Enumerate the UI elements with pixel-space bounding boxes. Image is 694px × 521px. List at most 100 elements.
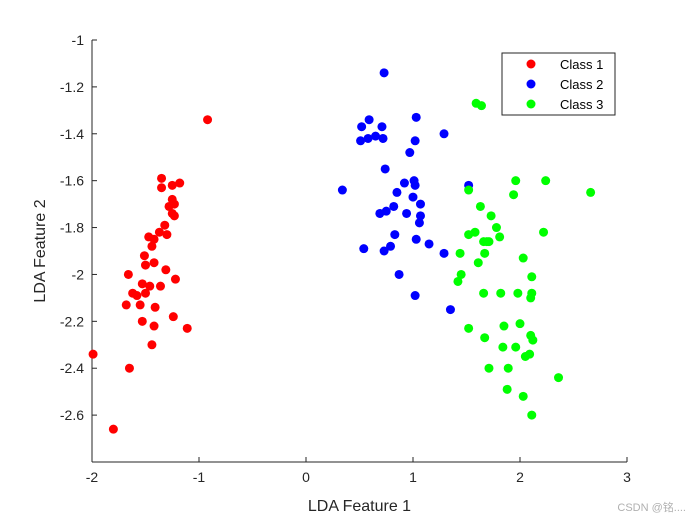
data-point (357, 122, 367, 132)
data-point (149, 258, 159, 268)
data-point (415, 211, 425, 221)
data-point (402, 208, 412, 218)
data-point (169, 211, 179, 221)
legend-label: Class 3 (560, 97, 603, 112)
data-point (484, 237, 494, 247)
data-point (132, 291, 142, 301)
legend-marker (526, 99, 536, 109)
y-tick-label: -2.2 (60, 313, 84, 329)
data-point (160, 220, 170, 230)
data-point (527, 272, 537, 282)
data-point (144, 232, 154, 242)
data-point (380, 164, 390, 174)
data-point (445, 305, 455, 315)
data-point (495, 232, 505, 242)
data-point (379, 246, 389, 256)
data-point (455, 248, 465, 258)
data-point (496, 288, 506, 298)
data-point (480, 333, 490, 343)
data-point (392, 187, 402, 197)
data-point (476, 101, 486, 111)
data-point (170, 274, 180, 284)
data-point (408, 192, 418, 202)
data-point (502, 384, 512, 394)
y-tick-label: -1 (72, 32, 85, 48)
data-point (411, 112, 421, 122)
x-tick-label: -2 (86, 469, 99, 485)
data-point (484, 363, 494, 373)
data-point (154, 227, 164, 237)
data-point (203, 115, 213, 125)
legend-marker (526, 79, 536, 89)
watermark-text: CSDN @铭.... (617, 502, 686, 514)
data-point (149, 321, 159, 331)
data-point (511, 176, 521, 186)
data-point (147, 241, 157, 251)
data-point (479, 288, 489, 298)
legend: Class 1 Class 2 Class 3 (501, 52, 616, 116)
data-point (424, 239, 434, 249)
data-point (415, 199, 425, 209)
data-point (121, 300, 131, 310)
data-point (475, 201, 485, 211)
data-point (139, 251, 149, 261)
data-point (124, 363, 134, 373)
data-point (108, 424, 118, 434)
data-point (486, 211, 496, 221)
legend-label: Class 1 (560, 57, 603, 72)
scatter-points (88, 68, 596, 434)
x-tick-label: 0 (302, 469, 310, 485)
y-tick-label: -1.6 (60, 173, 84, 189)
data-point (528, 335, 538, 345)
data-point (586, 187, 596, 197)
data-point (527, 410, 537, 420)
data-point (88, 349, 98, 359)
plot-axes (91, 39, 628, 463)
legend-label: Class 2 (560, 77, 603, 92)
series-class-2 (337, 68, 474, 315)
data-point (473, 258, 483, 268)
data-point (137, 316, 147, 326)
data-point (410, 136, 420, 146)
data-point (554, 373, 564, 383)
y-tick-label: -1.2 (60, 79, 84, 95)
y-tick-label: -1.4 (60, 126, 84, 142)
data-point (498, 342, 508, 352)
data-point (386, 241, 396, 251)
data-point (161, 265, 171, 275)
y-tick-label: -2 (72, 266, 85, 282)
data-point (410, 291, 420, 301)
x-tick-label: 2 (516, 469, 524, 485)
data-point (137, 279, 147, 289)
legend-item: Class 2 (526, 77, 603, 92)
data-point (394, 269, 404, 279)
data-point (123, 269, 133, 279)
data-point (390, 230, 400, 240)
x-axis-label: LDA Feature 1 (308, 498, 411, 515)
series-class-1 (88, 115, 213, 434)
tick-labels: -2 -1 0 1 2 3 -2.6 -2.4 -2.2 -2 -1.8 -1.6 -1.4 -1.2 -1 (60, 32, 631, 485)
data-point (168, 312, 178, 322)
data-point (439, 248, 449, 258)
data-point (405, 148, 415, 158)
data-point (162, 230, 172, 240)
data-point (399, 178, 409, 188)
data-point (513, 288, 523, 298)
data-point (157, 183, 167, 193)
data-point (511, 342, 521, 352)
data-point (155, 281, 165, 291)
data-point (439, 129, 449, 139)
x-tick-label: 3 (623, 469, 631, 485)
data-point (453, 276, 463, 286)
data-point (364, 115, 374, 125)
data-point (182, 323, 192, 333)
legend-box (501, 52, 616, 116)
data-point (541, 176, 551, 186)
x-tick-label: -1 (193, 469, 206, 485)
data-point (525, 349, 535, 359)
data-point (518, 253, 528, 263)
data-point (337, 185, 347, 195)
data-point (456, 269, 466, 279)
data-point (539, 227, 549, 237)
